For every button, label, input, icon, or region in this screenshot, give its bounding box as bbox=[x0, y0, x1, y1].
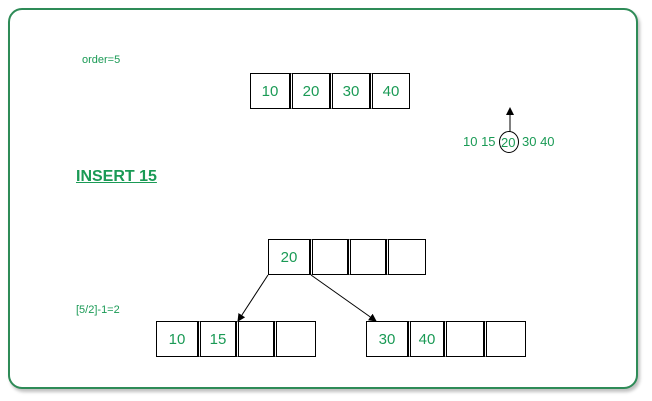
parent-key-3 bbox=[348, 239, 386, 275]
right-child-arrow bbox=[310, 274, 377, 322]
left-child-node: 10 15 bbox=[156, 321, 316, 357]
right-key-2: 40 bbox=[408, 321, 444, 357]
diagram-frame bbox=[8, 8, 638, 389]
right-key-3 bbox=[444, 321, 484, 357]
insert-title: INSERT 15 bbox=[76, 168, 157, 185]
parent-key-1: 20 bbox=[268, 239, 310, 275]
original-key-1: 10 bbox=[250, 73, 290, 109]
parent-node: 20 bbox=[268, 239, 426, 275]
original-key-4: 40 bbox=[370, 73, 410, 109]
left-key-3 bbox=[236, 321, 274, 357]
sequence-right: 30 40 bbox=[522, 134, 555, 149]
original-key-3: 30 bbox=[330, 73, 370, 109]
left-key-1: 10 bbox=[156, 321, 198, 357]
sequence-middle: 20 bbox=[501, 135, 516, 150]
parent-key-4 bbox=[386, 239, 426, 275]
original-node: 10 20 30 40 bbox=[250, 73, 410, 109]
left-key-2: 15 bbox=[198, 321, 236, 357]
right-key-4 bbox=[484, 321, 526, 357]
left-key-4 bbox=[274, 321, 316, 357]
sequence-left: 10 15 bbox=[463, 134, 496, 149]
formula-label: [5/2]-1=2 bbox=[76, 304, 120, 316]
original-key-2: 20 bbox=[290, 73, 330, 109]
parent-key-2 bbox=[310, 239, 348, 275]
right-child-node: 30 40 bbox=[366, 321, 526, 357]
median-circle bbox=[499, 131, 519, 153]
right-key-1: 30 bbox=[366, 321, 408, 357]
order-label: order=5 bbox=[82, 54, 121, 66]
left-child-arrow bbox=[237, 274, 269, 322]
